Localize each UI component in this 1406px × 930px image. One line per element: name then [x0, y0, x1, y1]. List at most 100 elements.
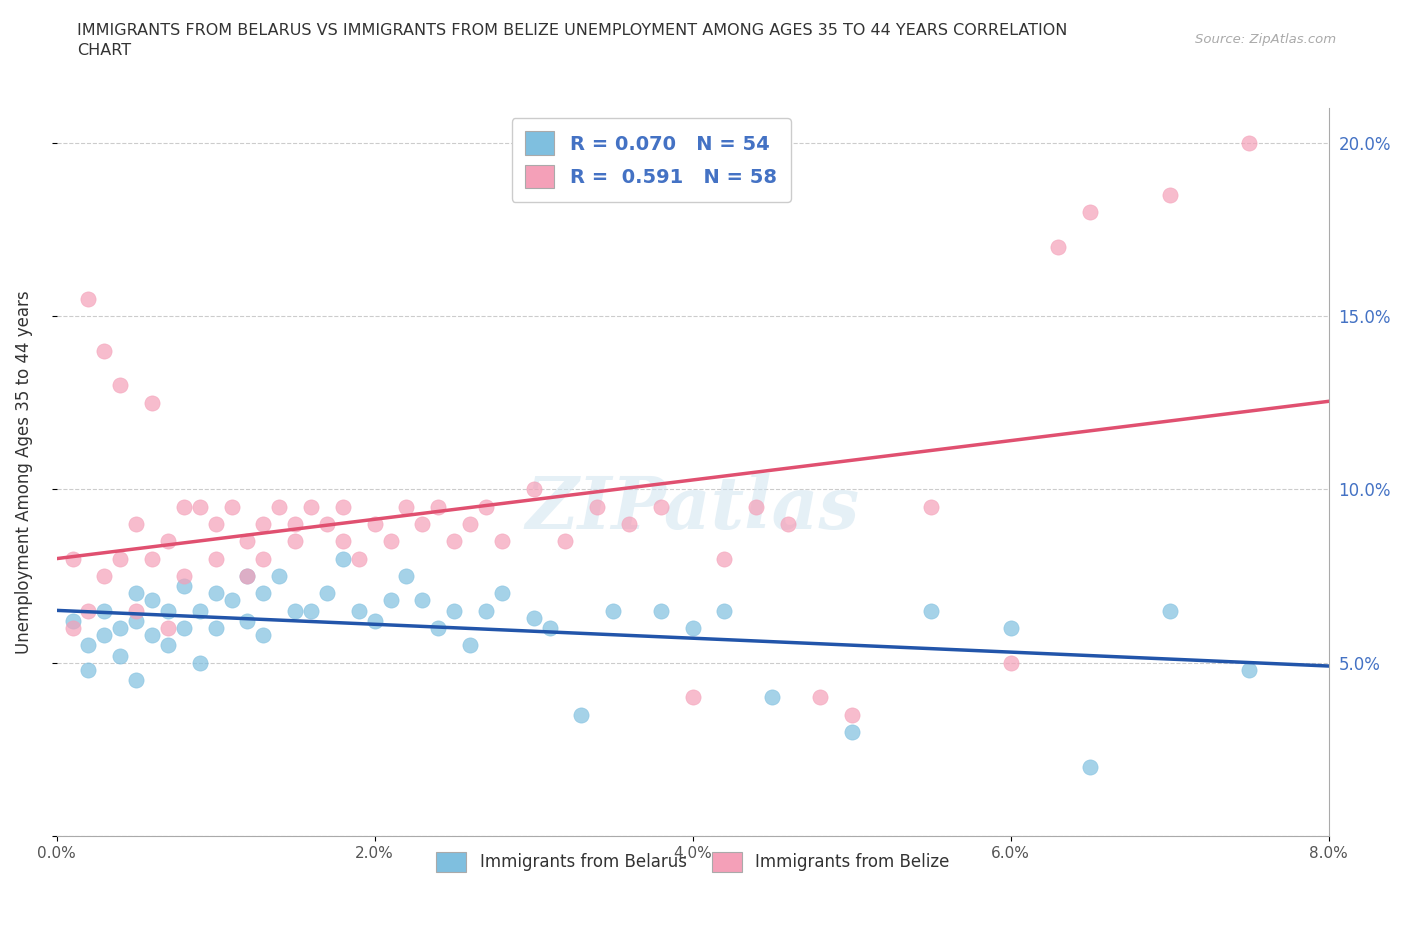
Point: [141, 592, 163, 607]
Point: [77, 638, 100, 653]
Point: [523, 482, 546, 497]
Point: [62, 614, 84, 629]
Point: [156, 534, 179, 549]
Point: [110, 378, 132, 392]
Point: [761, 690, 783, 705]
Point: [586, 499, 609, 514]
Point: [284, 604, 307, 618]
Point: [920, 604, 942, 618]
Point: [299, 499, 322, 514]
Point: [443, 534, 465, 549]
Point: [602, 604, 624, 618]
Point: [204, 586, 226, 601]
Y-axis label: Unemployment Among Ages 35 to 44 years: Unemployment Among Ages 35 to 44 years: [15, 290, 32, 654]
Point: [411, 516, 433, 531]
Point: [93, 343, 115, 358]
Point: [491, 586, 513, 601]
Point: [332, 499, 354, 514]
Point: [269, 499, 291, 514]
Point: [188, 656, 211, 671]
Point: [347, 604, 370, 618]
Point: [745, 499, 768, 514]
Point: [284, 516, 307, 531]
Point: [299, 604, 322, 618]
Point: [523, 610, 546, 625]
Point: [778, 516, 800, 531]
Point: [204, 551, 226, 566]
Point: [569, 707, 592, 722]
Point: [110, 648, 132, 663]
Point: [221, 592, 243, 607]
Point: [77, 662, 100, 677]
Point: [156, 620, 179, 635]
Point: [458, 516, 481, 531]
Point: [682, 690, 704, 705]
Point: [77, 604, 100, 618]
Point: [141, 551, 163, 566]
Point: [1159, 187, 1181, 202]
Point: [93, 568, 115, 583]
Point: [538, 620, 561, 635]
Point: [617, 516, 640, 531]
Point: [1078, 205, 1101, 219]
Point: [808, 690, 831, 705]
Point: [173, 499, 195, 514]
Point: [475, 499, 498, 514]
Point: [156, 604, 179, 618]
Point: [411, 592, 433, 607]
Point: [554, 534, 576, 549]
Point: [920, 499, 942, 514]
Point: [1000, 656, 1022, 671]
Point: [316, 516, 339, 531]
Point: [395, 568, 418, 583]
Point: [221, 499, 243, 514]
Point: [380, 534, 402, 549]
Point: [252, 516, 274, 531]
Point: [173, 568, 195, 583]
Text: ZIPatlas: ZIPatlas: [526, 472, 859, 544]
Point: [62, 620, 84, 635]
Point: [332, 551, 354, 566]
Point: [236, 568, 259, 583]
Point: [395, 499, 418, 514]
Point: [236, 614, 259, 629]
Point: [380, 592, 402, 607]
Point: [443, 604, 465, 618]
Point: [110, 551, 132, 566]
Point: [252, 586, 274, 601]
Point: [363, 614, 385, 629]
Text: IMMIGRANTS FROM BELARUS VS IMMIGRANTS FROM BELIZE UNEMPLOYMENT AMONG AGES 35 TO : IMMIGRANTS FROM BELARUS VS IMMIGRANTS FR…: [77, 23, 1067, 58]
Point: [1239, 662, 1261, 677]
Point: [427, 620, 450, 635]
Point: [269, 568, 291, 583]
Point: [156, 638, 179, 653]
Point: [188, 604, 211, 618]
Point: [1078, 759, 1101, 774]
Point: [841, 707, 863, 722]
Point: [141, 628, 163, 643]
Point: [110, 620, 132, 635]
Point: [1239, 135, 1261, 150]
Point: [458, 638, 481, 653]
Point: [682, 620, 704, 635]
Point: [841, 724, 863, 739]
Legend: Immigrants from Belarus, Immigrants from Belize: Immigrants from Belarus, Immigrants from…: [429, 845, 956, 879]
Point: [475, 604, 498, 618]
Point: [188, 499, 211, 514]
Point: [1000, 620, 1022, 635]
Point: [62, 551, 84, 566]
Point: [363, 516, 385, 531]
Point: [650, 499, 672, 514]
Point: [125, 604, 148, 618]
Point: [93, 628, 115, 643]
Point: [713, 551, 735, 566]
Point: [141, 395, 163, 410]
Point: [204, 516, 226, 531]
Point: [93, 604, 115, 618]
Point: [173, 620, 195, 635]
Point: [284, 534, 307, 549]
Point: [650, 604, 672, 618]
Point: [347, 551, 370, 566]
Point: [252, 551, 274, 566]
Point: [1047, 239, 1070, 254]
